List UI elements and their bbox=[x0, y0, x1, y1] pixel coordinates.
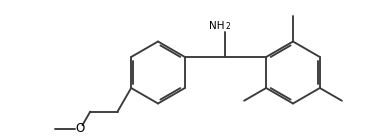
Text: 2: 2 bbox=[226, 22, 231, 31]
Text: NH: NH bbox=[209, 21, 225, 30]
Text: O: O bbox=[76, 122, 85, 135]
